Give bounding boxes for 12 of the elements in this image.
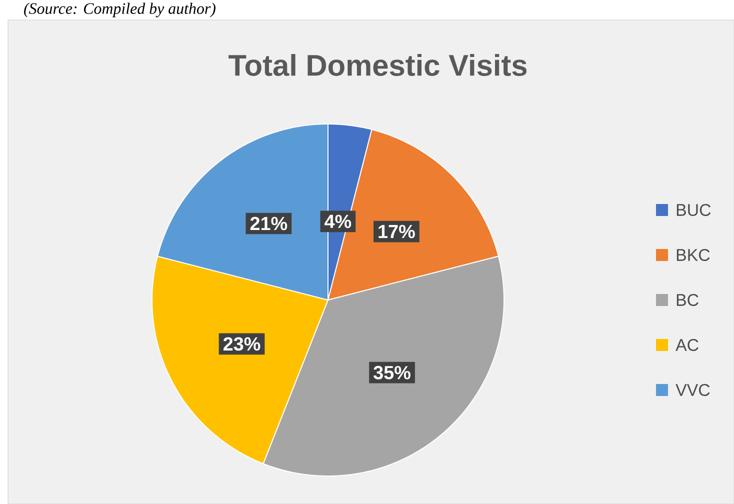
data-label: 17% xyxy=(378,224,415,238)
data-label: 23% xyxy=(223,337,260,351)
legend-label: BKC xyxy=(676,249,710,261)
chart-title: Total Domestic Visits xyxy=(228,54,527,76)
legend-label: VVC xyxy=(676,384,710,396)
legend-label: BUC xyxy=(676,204,711,216)
legend-label: BC xyxy=(676,294,698,306)
legend-label: AC xyxy=(676,339,698,351)
data-label: 21% xyxy=(250,216,288,230)
text: (Source: Compiled by author) xyxy=(24,2,216,18)
data-label: 35% xyxy=(374,366,410,380)
data-label: 4% xyxy=(324,214,352,228)
